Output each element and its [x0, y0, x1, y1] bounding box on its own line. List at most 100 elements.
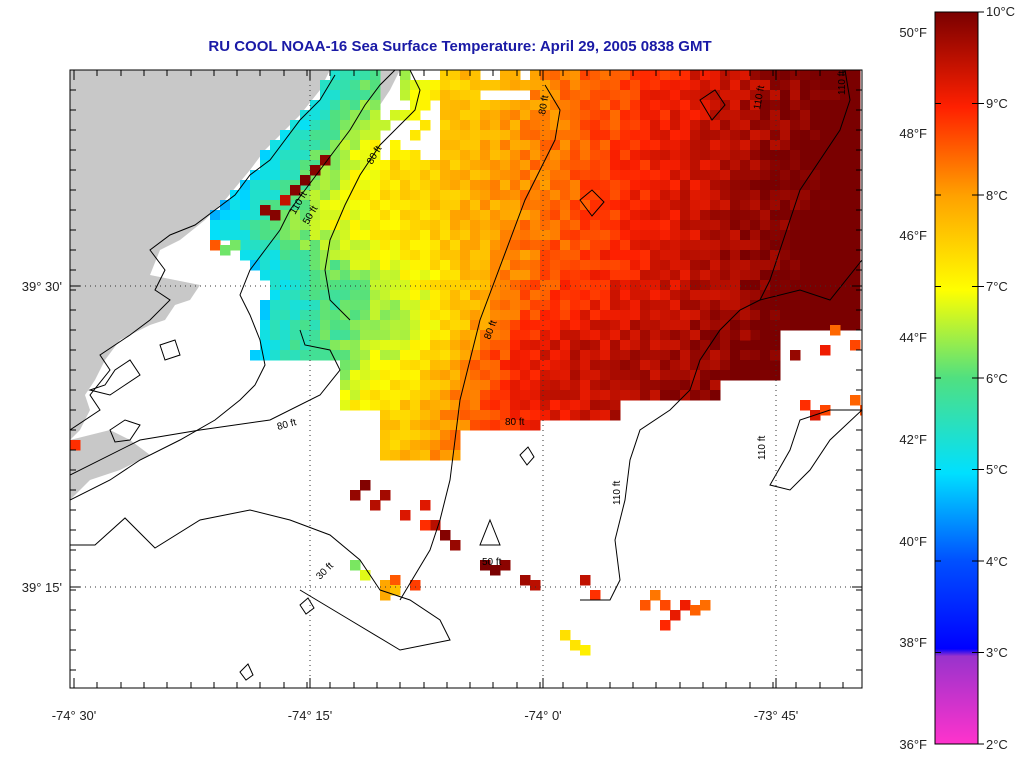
sst-pixel	[330, 240, 341, 251]
sst-pixel	[810, 140, 821, 151]
sst-pixel	[370, 190, 381, 201]
contour-label: 80 ft	[505, 417, 525, 428]
sst-pixel	[430, 300, 441, 311]
sst-pixel	[590, 130, 601, 141]
sst-pixel	[730, 330, 741, 341]
sst-pixel	[410, 110, 421, 121]
sst-pixel	[320, 210, 331, 221]
sst-pixel	[600, 260, 611, 271]
sst-pixel	[460, 370, 471, 381]
sst-pixel	[640, 70, 651, 81]
sst-pixel	[660, 150, 671, 161]
sst-pixel	[490, 170, 501, 181]
sst-pixel	[610, 210, 621, 221]
sst-pixel	[700, 180, 711, 191]
sst-pixel	[340, 190, 351, 201]
sst-pixel	[620, 160, 631, 171]
sst-pixel	[780, 120, 791, 131]
sst-pixel	[480, 80, 491, 91]
sst-pixel	[580, 70, 591, 81]
sst-pixel	[260, 180, 271, 191]
sst-pixel	[360, 200, 371, 211]
sst-pixel	[600, 380, 611, 391]
sst-pixel	[490, 120, 501, 131]
sst-pixel	[450, 360, 461, 371]
sst-pixel	[750, 70, 761, 81]
sst-pixel	[320, 280, 331, 291]
sst-pixel	[350, 360, 361, 371]
sst-pixel	[780, 200, 791, 211]
sst-pixel	[750, 270, 761, 281]
sst-pixel	[350, 80, 361, 91]
sst-pixel	[480, 290, 491, 301]
sst-pixel	[730, 170, 741, 181]
sst-pixel	[280, 180, 291, 191]
sst-pixel	[610, 280, 621, 291]
sst-pixel	[800, 170, 811, 181]
sst-pixel	[450, 540, 461, 551]
sst-pixel	[740, 170, 751, 181]
sst-pixel	[630, 350, 641, 361]
sst-pixel	[720, 260, 731, 271]
sst-pixel	[680, 220, 691, 231]
sst-pixel	[630, 130, 641, 141]
sst-pixel	[460, 160, 471, 171]
sst-pixel	[480, 180, 491, 191]
sst-pixel	[490, 220, 501, 231]
sst-pixel	[350, 120, 361, 131]
sst-pixel	[600, 120, 611, 131]
sst-pixel	[620, 370, 631, 381]
sst-pixel	[790, 230, 801, 241]
sst-pixel	[800, 90, 811, 101]
sst-pixel	[530, 250, 541, 261]
sst-pixel	[460, 310, 471, 321]
sst-pixel	[360, 230, 371, 241]
sst-pixel	[740, 240, 751, 251]
sst-pixel	[400, 300, 411, 311]
sst-pixel	[830, 310, 841, 321]
sst-pixel	[420, 280, 431, 291]
sst-pixel	[510, 360, 521, 371]
sst-pixel	[820, 100, 831, 111]
sst-pixel	[460, 200, 471, 211]
sst-pixel	[670, 220, 681, 231]
sst-pixel	[540, 220, 551, 231]
sst-pixel	[530, 400, 541, 411]
sst-pixel	[590, 310, 601, 321]
sst-pixel	[540, 130, 551, 141]
sst-pixel	[290, 160, 301, 171]
sst-pixel	[500, 370, 511, 381]
sst-pixel	[570, 410, 581, 421]
sst-pixel	[300, 330, 311, 341]
sst-pixel	[530, 360, 541, 371]
sst-pixel	[550, 310, 561, 321]
sst-pixel	[630, 280, 641, 291]
sst-pixel	[380, 410, 391, 421]
sst-pixel	[550, 220, 561, 231]
sst-pixel	[300, 175, 311, 186]
sst-pixel	[700, 70, 711, 81]
sst-pixel	[500, 290, 511, 301]
sst-pixel	[750, 160, 761, 171]
sst-pixel	[780, 320, 791, 331]
sst-pixel	[850, 300, 861, 311]
sst-pixel	[290, 140, 301, 151]
sst-pixel	[590, 320, 601, 331]
sst-pixel	[340, 110, 351, 121]
sst-pixel	[410, 130, 421, 141]
sst-pixel	[620, 220, 631, 231]
sst-pixel	[700, 330, 711, 341]
sst-pixel	[330, 140, 341, 151]
sst-pixel	[540, 120, 551, 131]
sst-pixel	[290, 330, 301, 341]
sst-pixel	[330, 170, 341, 181]
sst-pixel	[570, 100, 581, 111]
sst-pixel	[580, 200, 591, 211]
sst-pixel	[600, 280, 611, 291]
sst-pixel	[780, 90, 791, 101]
sst-pixel	[340, 210, 351, 221]
sst-pixel	[610, 120, 621, 131]
sst-pixel	[590, 300, 601, 311]
sst-pixel	[690, 170, 701, 181]
sst-pixel	[640, 270, 651, 281]
